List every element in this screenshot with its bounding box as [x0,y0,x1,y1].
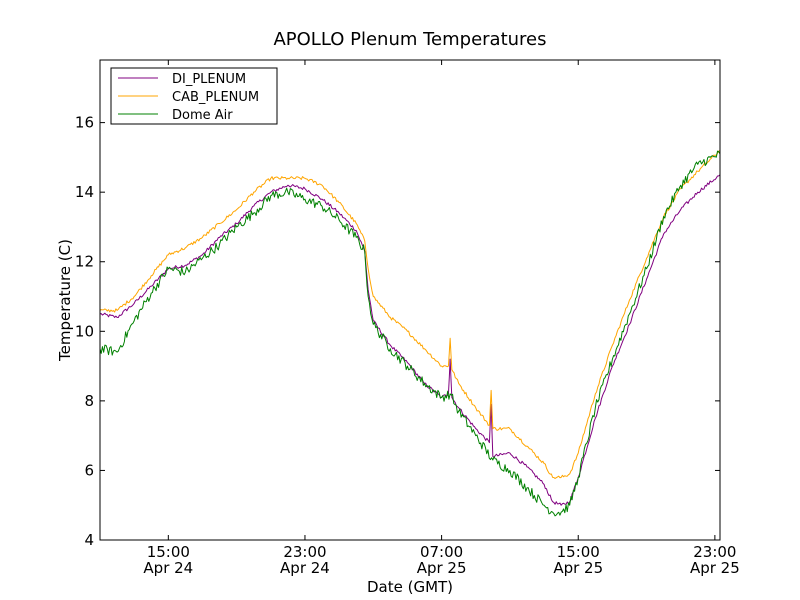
y-tick-label: 10 [75,322,94,340]
x-tick-label-time: 23:00 [283,543,326,561]
legend-label: CAB_PLENUM [172,90,259,105]
x-axis-label: Date (GMT) [367,578,453,596]
series-line-cab-plenum [99,149,721,479]
y-axis-label: Temperature (C) [56,239,74,362]
x-tick-label-time: 23:00 [693,543,736,561]
y-tick-label: 12 [75,253,94,271]
x-tick-label-date: Apr 24 [280,559,330,577]
x-tick-label-time: 15:00 [557,543,600,561]
legend: DI_PLENUM CAB_PLENUM Dome Air [110,67,278,125]
chart-title: APOLLO Plenum Temperatures [273,29,546,50]
y-tick-label: 8 [84,392,94,410]
x-tick-label-date: Apr 25 [553,559,603,577]
legend-label: Dome Air [172,108,233,123]
y-tick-label: 14 [75,183,94,201]
x-tick-label-date: Apr 25 [690,559,740,577]
x-tick-label-time: 15:00 [147,543,190,561]
y-tick-label: 4 [84,531,94,549]
legend-label: DI_PLENUM [172,72,246,87]
series-line-dome-air [99,150,721,517]
x-tick-label-date: Apr 25 [417,559,467,577]
y-tick-label: 16 [75,114,94,132]
series-layer [99,149,721,517]
x-tick-label-date: Apr 24 [143,559,193,577]
x-tick-label-time: 07:00 [420,543,463,561]
y-tick-label: 6 [84,461,94,479]
plot-frame [99,59,721,541]
